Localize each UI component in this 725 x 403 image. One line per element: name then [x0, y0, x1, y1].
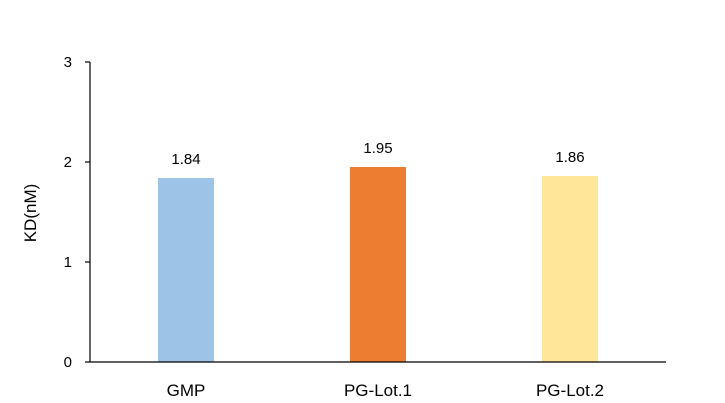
y-tick-label: 3: [64, 54, 72, 71]
y-tick-label: 2: [64, 154, 72, 171]
y-axis-ticks: 0 1 2 3: [64, 54, 90, 371]
y-tick-label: 1: [64, 254, 72, 271]
data-labels: 1.84 1.95 1.86: [171, 140, 584, 168]
bar: [158, 178, 214, 362]
y-tick-label: 0: [64, 354, 72, 371]
bar-value-label: 1.84: [171, 151, 200, 168]
x-axis-labels: GMP PG-Lot.1 PG-Lot.2: [167, 381, 604, 400]
bar-value-label: 1.95: [363, 140, 392, 157]
x-category-label: PG-Lot.2: [536, 381, 604, 400]
y-axis-title: KD(nM): [21, 184, 40, 243]
bar-value-label: 1.86: [555, 149, 584, 166]
x-category-label: PG-Lot.1: [344, 381, 412, 400]
x-category-label: GMP: [167, 381, 206, 400]
bar: [350, 167, 406, 362]
bar: [542, 176, 598, 362]
bars: [158, 167, 598, 362]
